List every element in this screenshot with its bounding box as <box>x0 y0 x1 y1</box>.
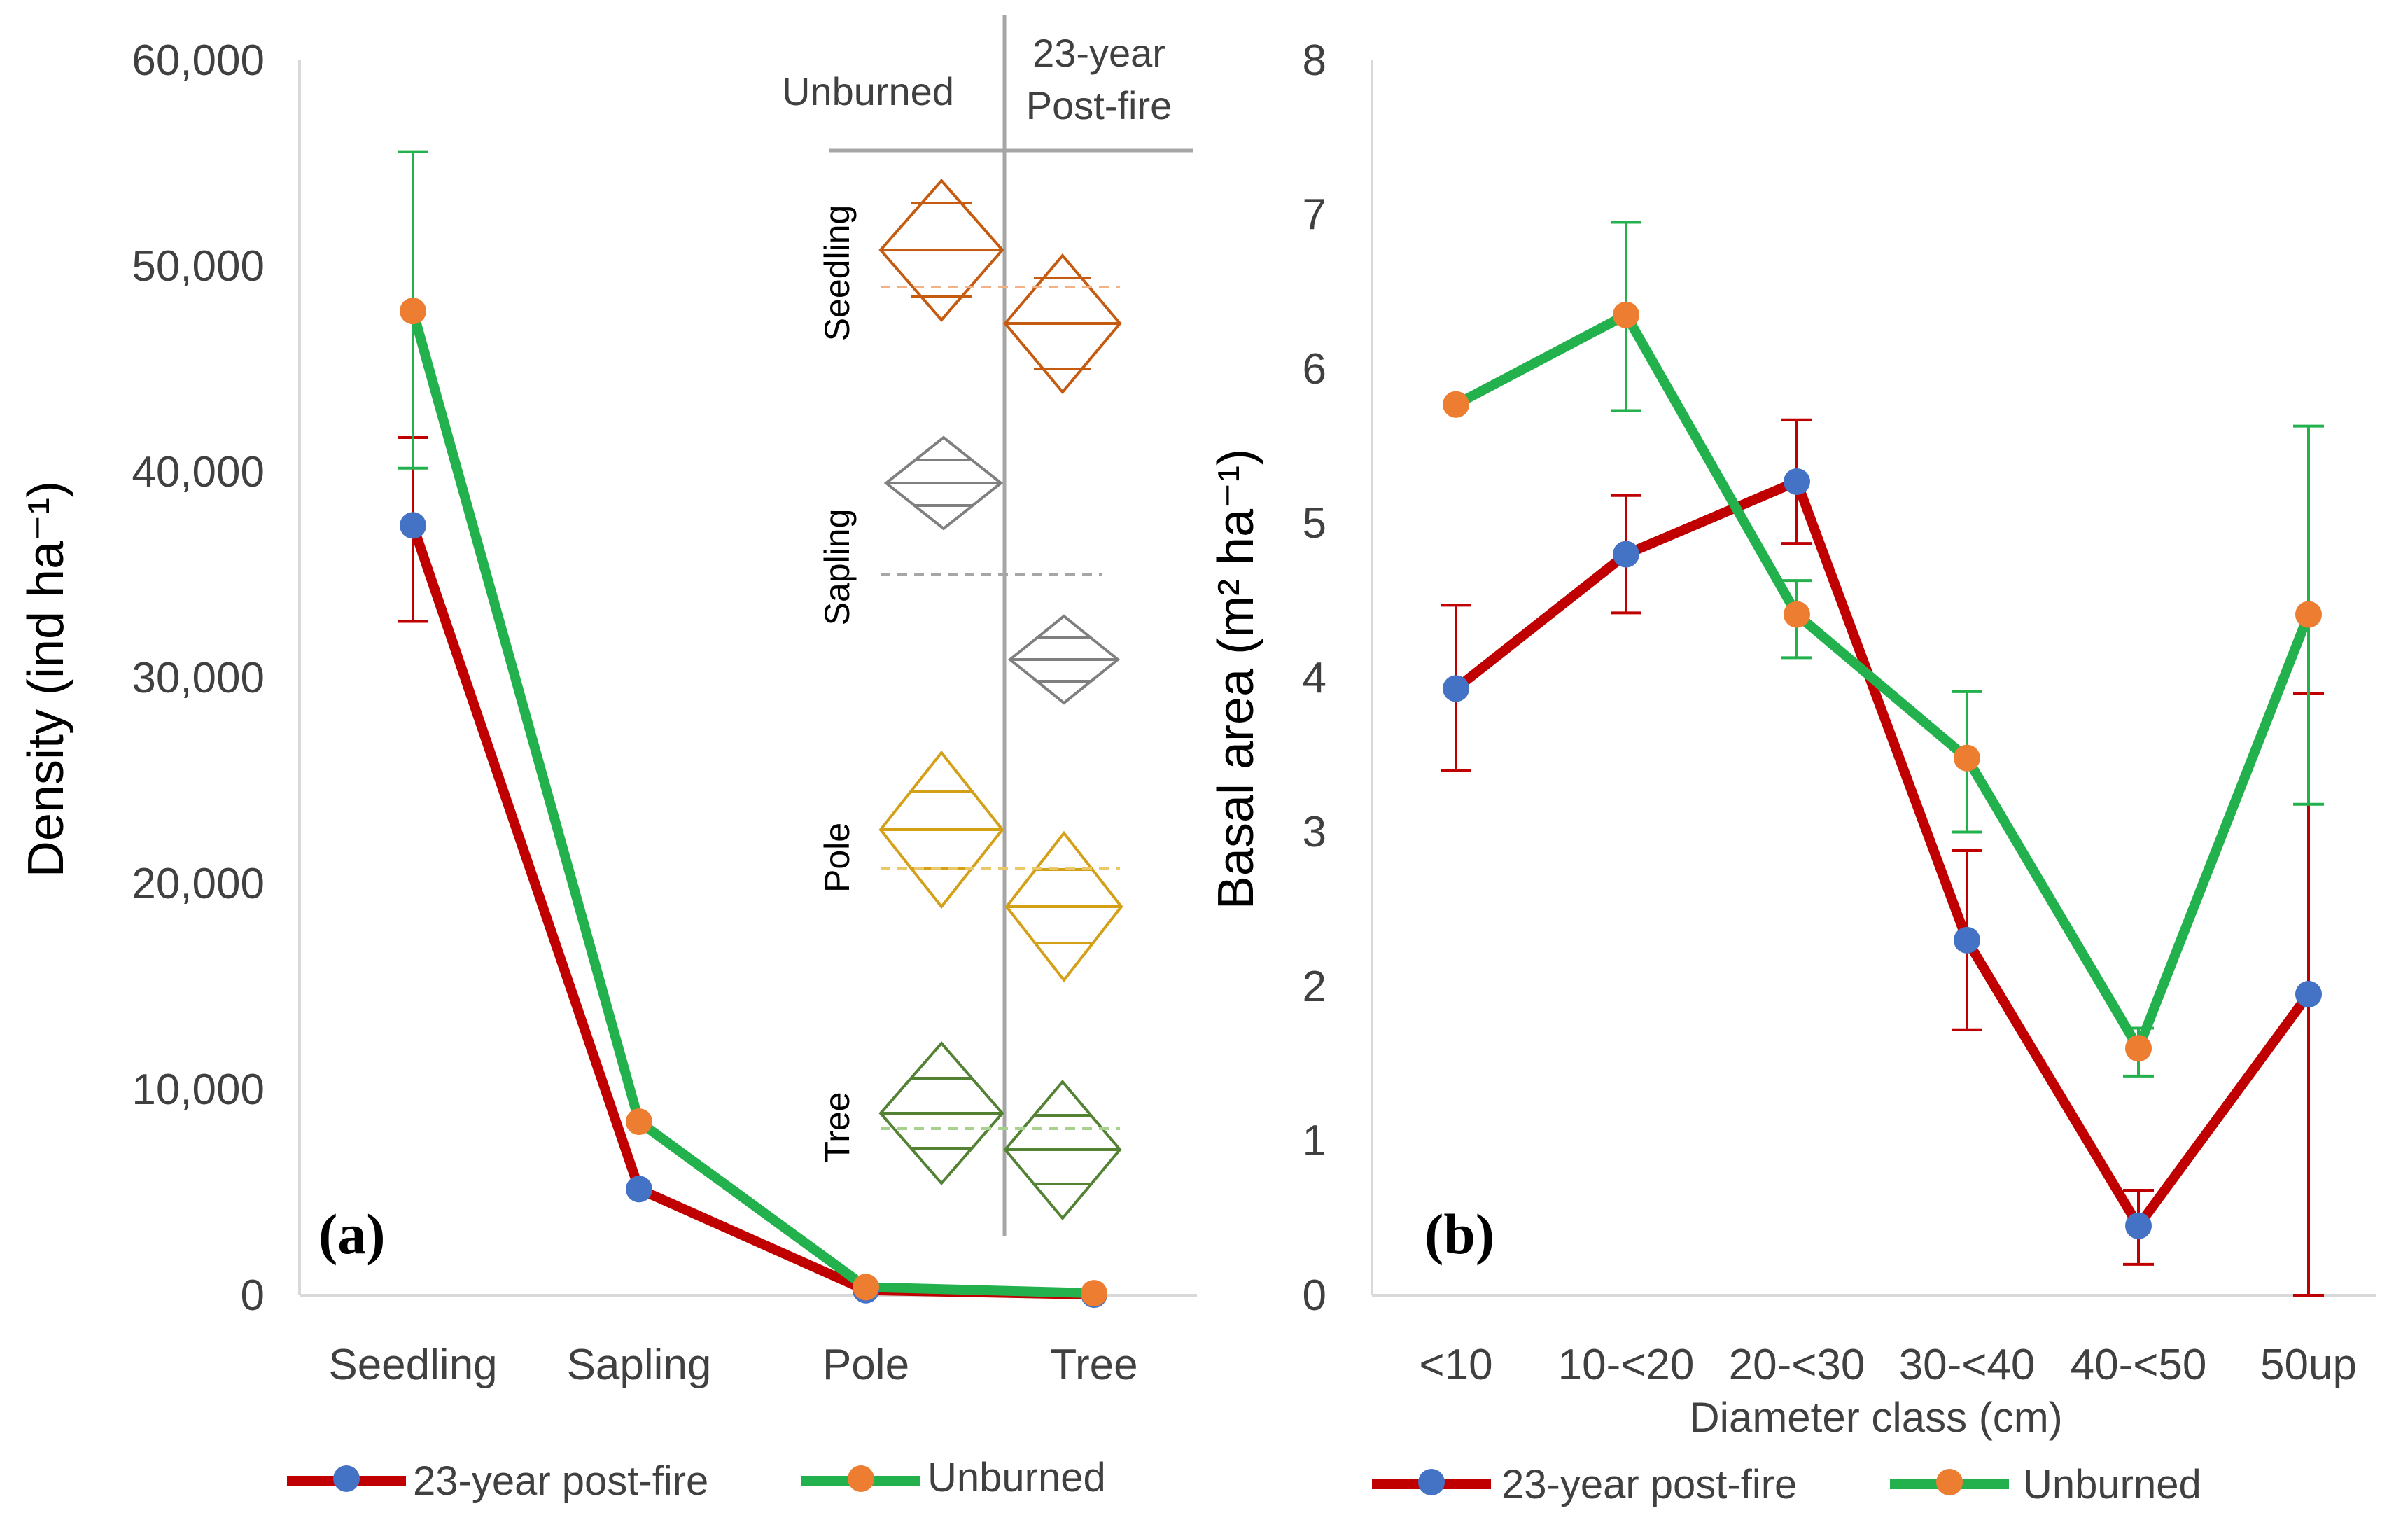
panel-a-y-tick: 10,000 <box>132 1066 265 1114</box>
panel-b-y-tick: 7 <box>1303 190 1326 239</box>
panel-b-y-tick: 8 <box>1303 36 1326 85</box>
legend-b-postfire-label: 23-year post-fire <box>1502 1462 1797 1507</box>
data-point <box>1081 1280 1107 1307</box>
panel-a-y-tick: 30,000 <box>132 654 265 702</box>
panel-b-x-tick: 20-<30 <box>1729 1341 1865 1389</box>
panel-a-x-tick: Tree <box>1050 1341 1138 1389</box>
panel-a-y-tick: 40,000 <box>132 448 265 496</box>
panel-a-y-ticks: 0 10,000 20,000 30,000 40,000 50,000 60,… <box>132 36 265 1320</box>
panel-b-y-ticks: 0 1 2 3 4 5 6 7 8 <box>1303 36 1326 1320</box>
panel-b-x-tick: 40-<50 <box>2071 1341 2207 1389</box>
panel-a-label: (a) <box>318 1202 386 1266</box>
data-point <box>2295 981 2322 1008</box>
panel-b-label: (b) <box>1424 1202 1494 1266</box>
series-line <box>408 520 1099 1300</box>
panel-b-x-axis-label: Diameter class (cm) <box>1689 1394 2062 1441</box>
legend-b-unburned-marker <box>1936 1469 1963 1495</box>
inset-pole-symbols <box>878 750 1124 983</box>
inset-header-postfire-line2: Post-fire <box>1026 83 1172 127</box>
data-point <box>1784 468 1810 495</box>
panel-b-x-ticks: <10 10-<20 20-<30 30-<40 40-<50 50up <box>1419 1341 2357 1389</box>
panel-b-y-tick: 1 <box>1303 1117 1326 1165</box>
panel-b-y-tick: 4 <box>1303 654 1326 702</box>
series-line <box>1451 309 2314 1054</box>
data-point <box>1954 926 1980 954</box>
data-point <box>400 512 426 539</box>
data-point <box>2125 1035 2152 1062</box>
panel-b-y-tick: 5 <box>1303 499 1326 548</box>
panel-a-x-tick: Seedling <box>328 1341 497 1389</box>
legend-a-postfire-marker <box>333 1465 360 1492</box>
sapling-unburned-diamond <box>883 435 1004 531</box>
panel-b-y-tick: 0 <box>1303 1271 1326 1320</box>
data-point <box>626 1108 652 1136</box>
panel-b-y-tick: 6 <box>1303 345 1326 393</box>
sapling-postfire-diamond <box>1007 614 1121 705</box>
panel-b-x-tick: 30-<40 <box>1899 1341 2036 1389</box>
panel-b: 0 1 2 3 4 5 6 7 8 <10 10-<20 20-<30 30-<… <box>1208 36 2376 1507</box>
data-point <box>1613 301 1639 328</box>
data-point <box>853 1274 879 1301</box>
panel-a-y-tick: 60,000 <box>132 36 265 85</box>
data-point <box>626 1176 652 1203</box>
data-point <box>1784 601 1810 628</box>
panel-b-y-axis-label: Basal area (m² ha⁻¹) <box>1208 449 1264 909</box>
panel-b-y-tick: 2 <box>1303 963 1326 1011</box>
tree-unburned-diamond <box>878 1040 1004 1186</box>
panel-b-y-tick: 3 <box>1303 808 1326 856</box>
tree-postfire-diamond <box>1003 1079 1122 1221</box>
inset-row-label-tree: Tree <box>818 1092 857 1163</box>
panel-b-legend: 23-year post-fire Unburned <box>1372 1462 2202 1507</box>
inset-seedling-symbols <box>878 178 1122 395</box>
series-line <box>1451 476 2314 1231</box>
inset-sapling-symbols <box>881 435 1121 705</box>
panel-a: 0 10,000 20,000 30,000 40,000 50,000 60,… <box>18 15 1197 1504</box>
pole-unburned-diamond <box>878 750 1004 909</box>
panel-a-y-axis-label: Density (ind ha⁻¹) <box>18 481 74 877</box>
inset-row-label-pole: Pole <box>818 823 857 893</box>
inset-row-label-sapling: Sapling <box>818 509 857 626</box>
panel-a-legend: 23-year post-fire Unburned <box>287 1455 1106 1504</box>
data-point <box>2295 601 2322 628</box>
panel-b-x-tick: 50up <box>2260 1341 2357 1389</box>
legend-a-unburned-label: Unburned <box>927 1455 1106 1500</box>
panel-b-x-tick: 10-<20 <box>1558 1341 1695 1389</box>
data-point <box>400 298 426 325</box>
data-point <box>1613 541 1639 568</box>
panel-b-plot-area <box>1441 221 2324 1297</box>
data-point <box>1443 391 1469 418</box>
data-point <box>1954 744 1980 772</box>
legend-b-postfire-marker <box>1418 1469 1445 1495</box>
panel-a-plot-area <box>398 150 1107 1309</box>
seedling-unburned-diamond <box>878 178 1004 323</box>
panel-b-x-tick: <10 <box>1419 1341 1492 1389</box>
seedling-postfire-diamond <box>1003 253 1122 395</box>
inset-header-unburned: Unburned <box>782 69 954 113</box>
legend-a-unburned-marker <box>848 1465 874 1492</box>
panel-a-y-tick: 0 <box>241 1271 265 1320</box>
legend-b-unburned-label: Unburned <box>2023 1462 2202 1507</box>
pole-postfire-diamond <box>1004 830 1124 983</box>
legend-a-postfire-label: 23-year post-fire <box>413 1458 708 1504</box>
inset-tree-symbols <box>878 1040 1122 1221</box>
inset-row-label-seedling: Seedling <box>818 205 857 342</box>
panel-a-inset: Unburned 23-year Post-fire Seedling Sapl… <box>782 15 1194 1236</box>
series-line <box>408 306 1099 1299</box>
panel-a-y-tick: 20,000 <box>132 860 265 908</box>
data-point <box>2125 1212 2152 1239</box>
data-point <box>1443 675 1469 702</box>
panel-a-x-tick: Pole <box>822 1341 909 1389</box>
inset-header-postfire-line1: 23-year <box>1032 31 1166 75</box>
panel-a-y-tick: 50,000 <box>132 242 265 291</box>
panel-a-x-ticks: Seedling Sapling Pole Tree <box>328 1341 1138 1389</box>
panel-a-x-tick: Sapling <box>567 1341 712 1389</box>
